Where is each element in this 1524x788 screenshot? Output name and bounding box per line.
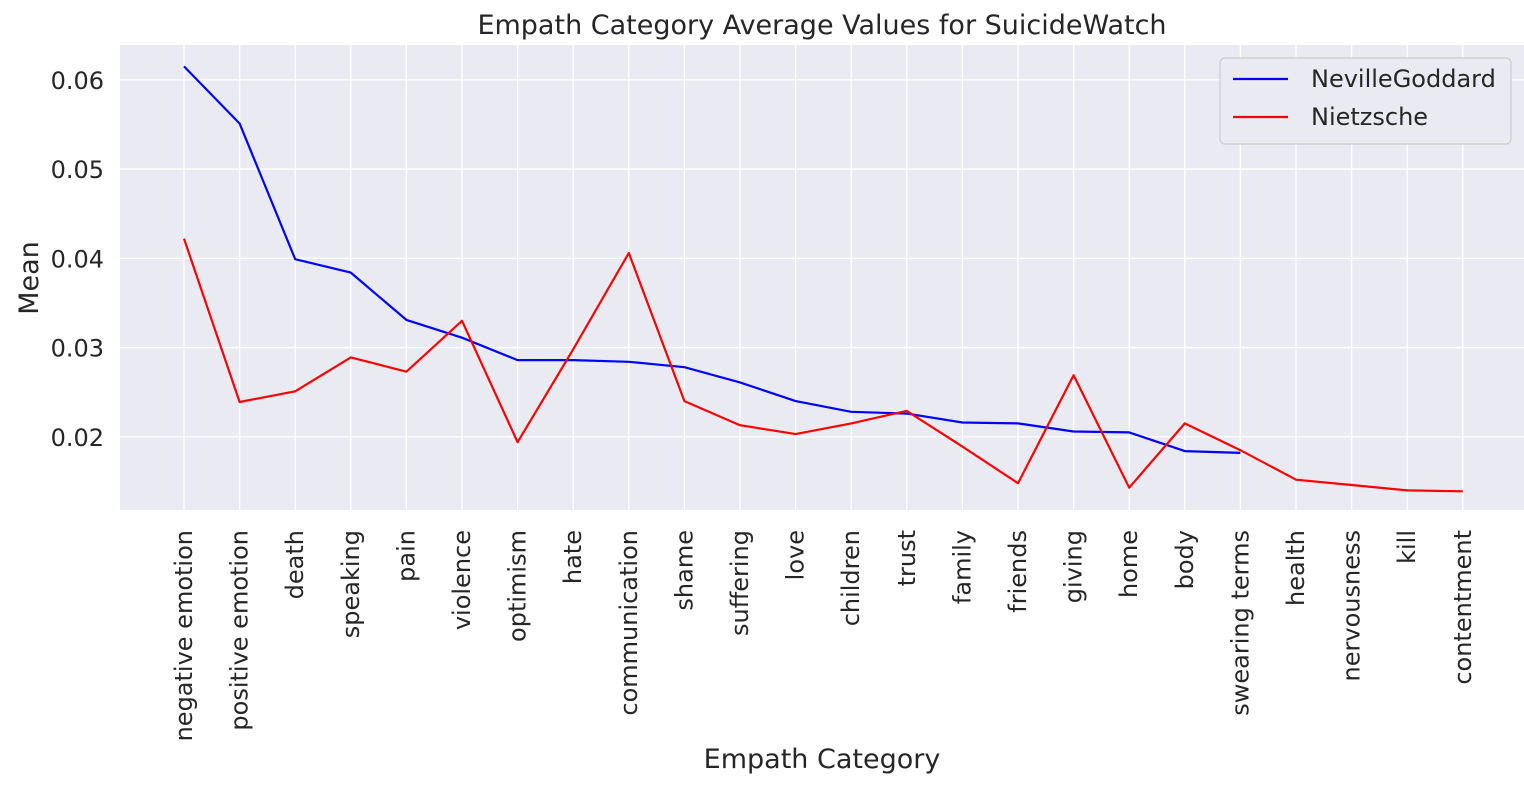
legend-label-nevillegoddard: NevilleGoddard xyxy=(1311,65,1496,93)
x-tick-label: swearing terms xyxy=(1226,530,1254,716)
x-tick-label: communication xyxy=(615,530,643,716)
x-tick-label: friends xyxy=(1004,530,1032,613)
x-tick-label: giving xyxy=(1060,530,1088,603)
x-axis-label: Empath Category xyxy=(704,744,941,775)
x-tick-label: children xyxy=(837,530,865,626)
x-tick-label: trust xyxy=(893,530,921,586)
x-tick-label: negative emotion xyxy=(170,530,198,741)
legend-label-nietzsche: Nietzsche xyxy=(1311,103,1428,131)
series-lines xyxy=(182,65,1463,493)
y-tick-label: 0.04 xyxy=(51,245,104,273)
x-tick-label: violence xyxy=(448,530,476,630)
x-tick-label: home xyxy=(1115,530,1143,598)
x-tick-label: hate xyxy=(559,530,587,584)
legend: NevilleGoddard Nietzsche xyxy=(1219,57,1512,145)
x-tick-label: shame xyxy=(670,530,698,611)
x-tick-label: positive emotion xyxy=(226,530,254,731)
y-tick-label: 0.06 xyxy=(51,67,104,95)
series-line-nevillegoddard xyxy=(183,65,1241,454)
series-line-nietzsche xyxy=(182,238,1463,493)
chart-title: Empath Category Average Values for Suici… xyxy=(477,10,1166,41)
x-tick-label: kill xyxy=(1393,530,1421,564)
x-tick-labels: negative emotion positive emotion death spe… xyxy=(170,530,1477,741)
x-tick-label: love xyxy=(782,530,810,580)
x-tick-label: pain xyxy=(392,530,420,582)
legend-box xyxy=(1219,57,1512,145)
y-axis-label: Mean xyxy=(14,241,45,315)
x-tick-label: speaking xyxy=(337,530,365,638)
x-tick-label: optimism xyxy=(504,530,532,642)
x-tick-label: nervousness xyxy=(1338,530,1366,681)
y-tick-label: 0.02 xyxy=(51,424,104,452)
x-tick-label: suffering xyxy=(726,530,754,636)
x-tick-label: body xyxy=(1171,530,1199,589)
y-tick-label: 0.05 xyxy=(51,156,104,184)
x-tick-label: health xyxy=(1282,530,1310,606)
y-tick-label: 0.03 xyxy=(51,335,104,363)
x-tick-label: contentment xyxy=(1449,530,1477,685)
x-tick-label: family xyxy=(948,530,976,604)
gridlines xyxy=(120,45,1524,510)
y-tick-labels: 0.02 0.03 0.04 0.05 0.06 xyxy=(51,67,104,452)
x-tick-label: death xyxy=(281,530,309,599)
